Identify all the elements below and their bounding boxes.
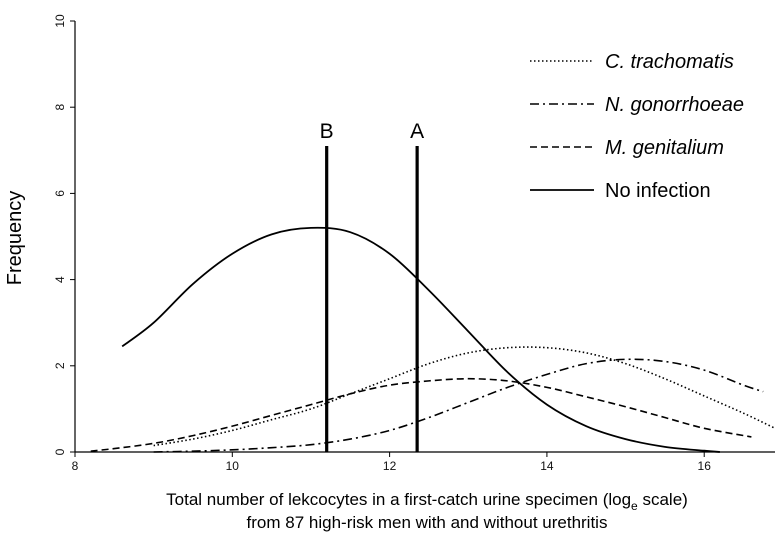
legend-label-m-genitalium: M. genitalium: [605, 137, 724, 159]
curve-m-genitalium: [90, 377, 752, 452]
y-tick-label: 8: [53, 104, 67, 111]
x-axis-label-subscript: e: [631, 499, 638, 513]
x-ticks: 8 10 12 14 16: [72, 452, 712, 473]
y-tick-label: 6: [53, 190, 67, 197]
x-axis-label-line1-suffix: scale): [638, 490, 688, 509]
curve-no-infection: [121, 226, 721, 453]
curve-n-gonorrhoeae: [153, 358, 764, 453]
y-tick-label: 4: [53, 276, 67, 283]
axes: 8 10 12 14 16 0 2 4 6 8 10: [53, 14, 775, 473]
cutoff-label-b: B: [320, 120, 334, 143]
x-tick-label: 10: [226, 459, 240, 473]
curve-c-trachomatis: [153, 346, 776, 447]
x-tick-label: 16: [698, 459, 712, 473]
legend-label-c-trachomatis: C. trachomatis: [605, 51, 734, 73]
y-tick-label: 0: [53, 448, 67, 455]
legend: C. trachomatis N. gonorrhoeae M. genitaliu…: [530, 51, 744, 202]
y-ticks: 0 2 4 6 8 10: [53, 14, 75, 455]
cutoff-label-a: A: [410, 120, 424, 143]
x-axis-label-line1: Total number of lekcocytes in a first-ca…: [166, 490, 688, 513]
x-tick-label: 12: [383, 459, 397, 473]
y-tick-label: 2: [53, 362, 67, 369]
legend-label-no-infection: No infection: [605, 180, 711, 202]
y-tick-label: 10: [53, 14, 67, 28]
y-axis-label: Frequency: [4, 191, 26, 286]
x-axis-label-line1-prefix: Total number of lekcocytes in a first-ca…: [166, 490, 631, 509]
x-tick-label: 14: [540, 459, 554, 473]
legend-label-n-gonorrhoeae: N. gonorrhoeae: [605, 94, 744, 116]
x-tick-label: 8: [72, 459, 79, 473]
x-axis-label-line2: from 87 high-risk men with and without u…: [247, 513, 608, 532]
series-curves: [90, 226, 776, 453]
